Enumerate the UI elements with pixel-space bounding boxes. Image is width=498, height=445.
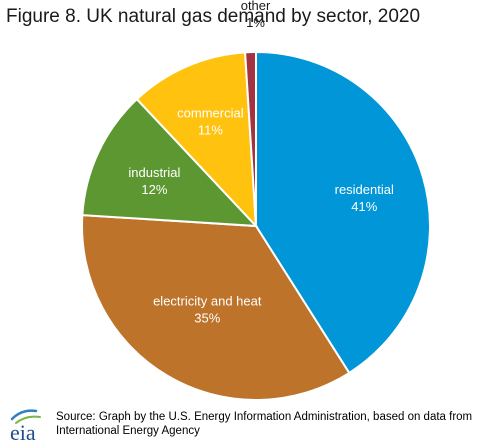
pie-slice-electricity-and-heat: [81, 214, 351, 400]
footer: eia Source: Graph by the U.S. Energy Inf…: [8, 403, 498, 443]
slice-label-other: other: [241, 0, 271, 13]
slice-label-electricity-and-heat: electricity and heat: [153, 293, 262, 308]
slice-percent-electricity-and-heat: 35%: [194, 310, 220, 325]
slice-percent-industrial: 12%: [141, 182, 167, 197]
pie-labels: residential 41% electricity and heat 35% ind…: [128, 0, 394, 325]
eia-logo-text: eia: [10, 420, 36, 443]
pie-slices: [81, 50, 431, 400]
eia-logo: eia: [10, 409, 41, 443]
slice-percent-residential: 41%: [351, 199, 377, 214]
slice-percent-commercial: 11%: [198, 123, 223, 138]
chart-title: Figure 8. UK natural gas demand by secto…: [6, 6, 421, 27]
slice-label-industrial: industrial: [128, 165, 180, 180]
pie-slice-commercial: [135, 51, 258, 229]
pie-slice-other: [244, 50, 257, 227]
source-note: Source: Graph by the U.S. Energy Informa…: [56, 411, 473, 437]
pie-slice-industrial: [81, 97, 259, 228]
slice-percent-other: 1%: [246, 15, 265, 30]
slice-label-residential: residential: [335, 182, 394, 197]
pie-chart: residential 41% electricity and heat 35% ind…: [81, 0, 431, 400]
slice-label-commercial: commercial: [177, 106, 244, 121]
